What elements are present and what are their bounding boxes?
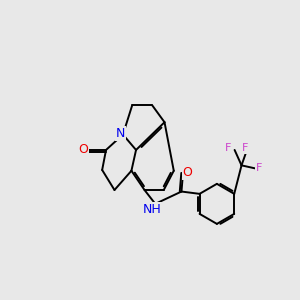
Text: F: F bbox=[242, 143, 249, 153]
Text: O: O bbox=[78, 143, 88, 157]
Text: F: F bbox=[256, 164, 262, 173]
Text: N: N bbox=[116, 127, 125, 140]
Text: F: F bbox=[225, 143, 232, 153]
Text: NH: NH bbox=[143, 203, 162, 216]
Text: O: O bbox=[183, 166, 193, 179]
